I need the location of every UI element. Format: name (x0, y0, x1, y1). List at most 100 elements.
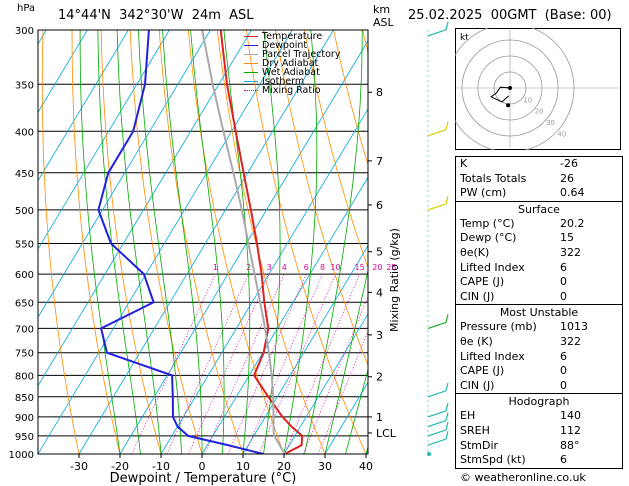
index-row-pw: PW (cm) 0.64 (456, 186, 622, 201)
isotherm-line (201, 176, 368, 454)
legend-entry: Mixing Ratio (244, 86, 340, 95)
km-tick-label: 5 (376, 246, 383, 259)
isotherm-line (242, 244, 368, 454)
isotherm-line (38, 30, 170, 250)
mu-label: CIN (J) (460, 378, 495, 392)
pressure-tick-label: 1000 (9, 450, 34, 461)
wet-adiabat-line (283, 30, 318, 454)
mixing-ratio-line (204, 273, 285, 454)
surface-row: CIN (J) 0 (456, 290, 622, 305)
wind-barb (427, 129, 447, 137)
legend-label: Parcel Trajectory (262, 49, 341, 60)
temperature-tick-label: 40 (359, 460, 373, 473)
hodo-label: EH (460, 409, 476, 423)
pressure-tick-label: 600 (15, 270, 34, 281)
legend-entry: Dewpoint (244, 41, 340, 50)
hodograph-kt-label: kt (460, 33, 469, 43)
wind-barb-flag (445, 430, 449, 440)
km-tick-label: 6 (376, 199, 383, 212)
km-tick-label: 7 (376, 155, 383, 168)
mixing-ratio-label: 3 (267, 263, 272, 272)
wet-adiabat-line (190, 30, 225, 454)
wind-barb-flag (445, 382, 449, 391)
km-tick-label: 4 (376, 286, 383, 299)
storm-motion-marker (506, 103, 511, 108)
hodo-value: 88° (560, 438, 580, 452)
surface-title: Surface (518, 202, 560, 216)
dry-adiabat-line (100, 30, 162, 454)
index-row-totals: Totals Totals 26 (456, 172, 622, 187)
mixing-ratio-line (284, 273, 360, 454)
pressure-tick-label: 550 (15, 239, 34, 250)
wind-barb (427, 321, 447, 329)
pressure-tick-label: 800 (15, 371, 34, 382)
legend-label: Mixing Ratio (262, 85, 321, 96)
km-tick-label: 8 (376, 86, 383, 99)
dry-adiabat-line (158, 30, 244, 454)
indices-panel: K -26 Totals Totals 26 PW (cm) 0.64 Surface… (455, 156, 623, 469)
wet-adiabat-line (324, 268, 368, 454)
legend-entry: Parcel Trajectory (244, 50, 340, 59)
wind-barb (427, 29, 447, 37)
mixing-ratio-line (188, 273, 270, 454)
hodograph-ring-label: 20 (535, 108, 544, 116)
wind-barb (427, 390, 447, 398)
pressure-tick-label: 450 (15, 169, 34, 180)
mu-row: CIN (J) 0 (456, 379, 622, 394)
pressure-tick-label: 400 (15, 127, 34, 138)
hodograph-ring-label: 10 (523, 96, 532, 104)
wind-barb-flag (445, 402, 449, 412)
wind-barb (427, 410, 447, 418)
index-value: -26 (560, 157, 578, 170)
pressure-tick-label: 350 (15, 80, 34, 91)
dry-adiabat-line (41, 30, 80, 454)
dry-adiabat-line (304, 30, 368, 269)
temperature-tick-label: 0 (199, 460, 206, 473)
isotherm-line (38, 30, 129, 182)
wet-adiabat-line (263, 30, 281, 454)
mixing-ratio-label: 25 (386, 263, 396, 272)
asl-label: ASL (373, 16, 394, 29)
surface-label: CIN (J) (460, 289, 495, 303)
wet-adiabat-line (116, 30, 162, 454)
mixing-ratio-line (303, 295, 368, 454)
dry-adiabat-line (216, 30, 326, 454)
mu-label: Lifted Index (460, 349, 525, 363)
hpa-unit-label: hPa (17, 3, 36, 14)
hodo-row: StmSpd (kt) 6 (456, 453, 622, 468)
pressure-tick-label: 900 (15, 413, 34, 424)
wet-adiabat-line (79, 30, 121, 454)
hodo-label: StmDir (460, 438, 499, 452)
legend-label: Isotherm (262, 76, 305, 87)
surface-row: CAPE (J) 0 (456, 275, 622, 290)
hodograph-origin-marker (508, 86, 512, 90)
km-tick-label: 3 (376, 329, 383, 342)
pressure-tick-label: 850 (15, 393, 34, 404)
footer-credit: © weatheronline.co.uk (460, 471, 586, 484)
index-row-k: K -26 (456, 157, 622, 172)
wet-adiabat-line (162, 30, 203, 454)
isotherm-line (283, 313, 368, 454)
mu-label: Pressure (mb) (460, 320, 537, 334)
surface-value: 6 (560, 260, 567, 274)
wet-adiabat-line (138, 30, 182, 454)
index-label: Totals Totals (460, 171, 527, 185)
hodograph-ring-label: 40 (557, 130, 566, 138)
hodo-label: SREH (460, 423, 490, 437)
isotherm-line (38, 30, 88, 114)
series-temperature (219, 30, 304, 454)
surface-row: Temp (°C) 20.2 (456, 217, 622, 232)
pressure-tick-label: 950 (15, 432, 34, 443)
pressure-tick-label: 500 (15, 206, 34, 217)
legend-swatch (244, 81, 258, 82)
hodo-row: EH 140 (456, 409, 622, 424)
plot-frame (37, 29, 369, 455)
legend-label: Dry Adiabat (262, 58, 319, 69)
wind-barb (427, 438, 447, 446)
temperature-tick-label: 10 (236, 460, 250, 473)
surface-value: 0 (560, 275, 567, 289)
mu-value: 0 (560, 364, 567, 378)
km-tick-label: 2 (376, 371, 383, 384)
legend-swatch (244, 63, 258, 64)
surface-value: 20.2 (560, 216, 585, 230)
